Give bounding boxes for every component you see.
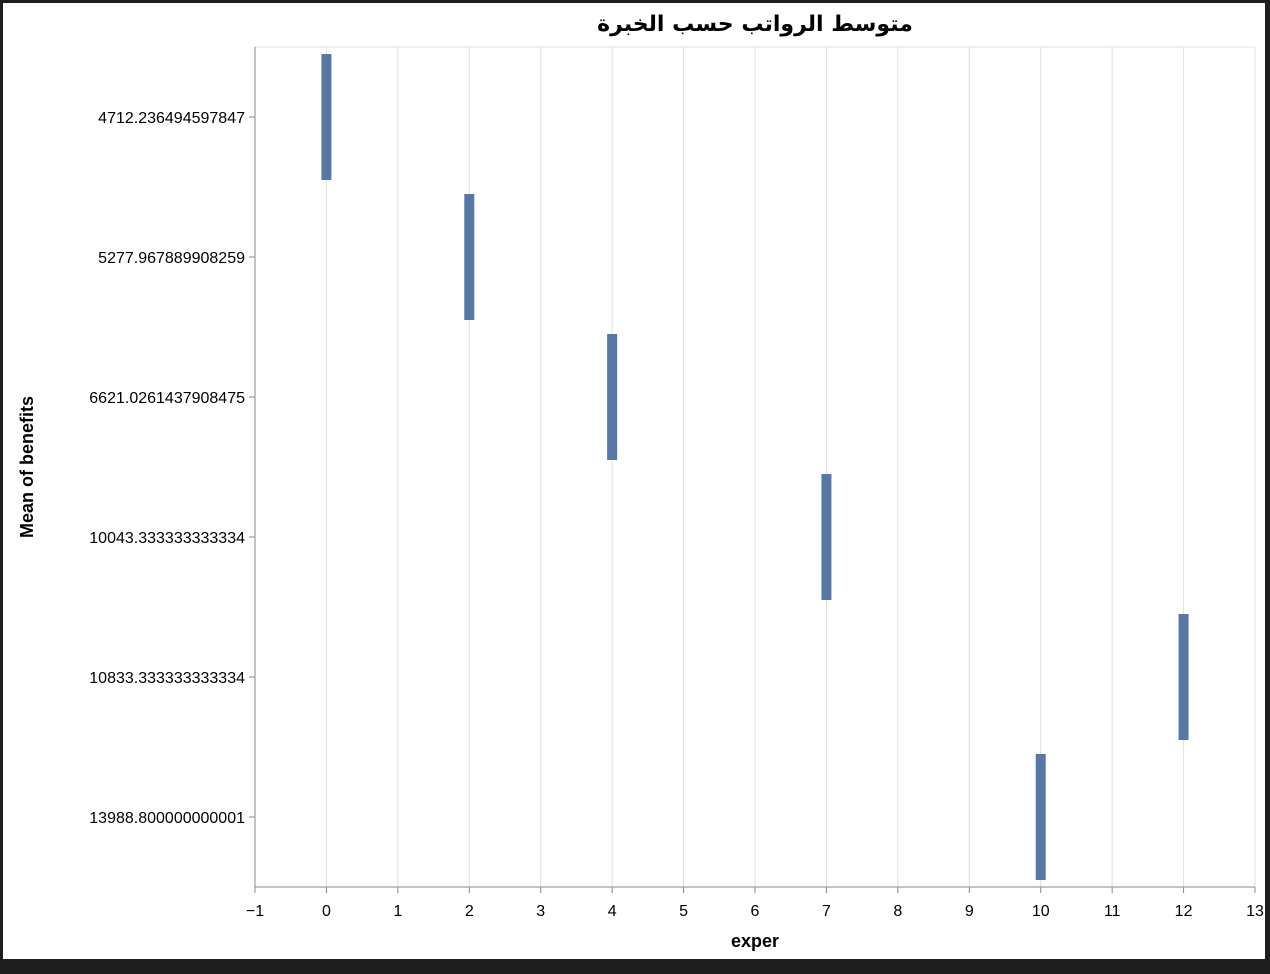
- x-axis-title: exper: [731, 931, 779, 951]
- y-tick-label: 5277.967889908259: [98, 250, 245, 267]
- data-mark: [321, 54, 332, 180]
- x-tick-label: −1: [246, 903, 264, 920]
- x-tick-label: 6: [751, 903, 760, 920]
- x-tick-label: 11: [1104, 903, 1121, 920]
- data-mark: [1178, 614, 1189, 740]
- chart-svg: متوسط الرواتب حسب الخبرة −1 0 1 2 3 4 5 6 7 8 9 10 1…: [17, 12, 1264, 951]
- x-tick-label: 4: [608, 903, 617, 920]
- x-tick-label: 8: [893, 903, 902, 920]
- y-tick-label: 13988.800000000001: [89, 810, 245, 827]
- data-mark: [821, 474, 832, 600]
- grid-layer: [254, 46, 1256, 887]
- x-tick-label: 10: [1032, 903, 1050, 920]
- chart-title: متوسط الرواتب حسب الخبرة: [597, 12, 913, 37]
- x-tick-label: 3: [536, 903, 545, 920]
- data-mark: [1035, 754, 1046, 880]
- x-tick-label: 5: [679, 903, 688, 920]
- x-tick-label: 9: [965, 903, 974, 920]
- chart-frame: متوسط الرواتب حسب الخبرة −1 0 1 2 3 4 5 6 7 8 9 10 1…: [3, 3, 1265, 959]
- data-mark: [607, 334, 618, 460]
- x-tick-label: 7: [822, 903, 831, 920]
- axis-layer: −1 0 1 2 3 4 5 6 7 8 9 10 11 12 134712.236494597847527…: [89, 47, 1264, 920]
- y-tick-label: 10833.333333333334: [89, 670, 245, 687]
- x-tick-label: 13: [1246, 903, 1264, 920]
- x-tick-label: 1: [393, 903, 402, 920]
- y-tick-label: 10043.333333333334: [89, 530, 245, 547]
- y-tick-label: 4712.236494597847: [98, 110, 245, 127]
- y-axis-title: Mean of benefits: [17, 396, 37, 538]
- y-tick-label: 6621.0261437908475: [89, 390, 245, 407]
- x-tick-label: 2: [465, 903, 474, 920]
- data-mark: [464, 194, 475, 320]
- x-tick-label: 0: [322, 903, 331, 920]
- x-tick-label: 12: [1175, 903, 1193, 920]
- mark-layer: [321, 54, 1189, 880]
